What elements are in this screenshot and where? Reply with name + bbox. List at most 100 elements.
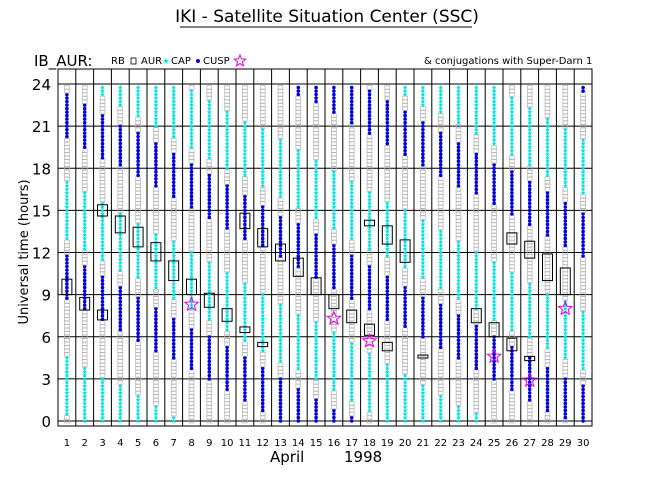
cap-point: [278, 344, 283, 350]
x-tick-label: 28: [541, 438, 554, 449]
cap-point: [438, 242, 444, 248]
cusp-point: [563, 398, 568, 402]
cap-point: [456, 267, 461, 273]
cap-point: [82, 190, 88, 195]
y-tick-label: 6: [41, 329, 51, 347]
cap-point: [527, 292, 533, 297]
cap-point: [295, 365, 301, 371]
cusp-point: [154, 159, 158, 164]
cusp-point: [349, 103, 354, 107]
cap-point: [473, 102, 479, 108]
cap-point: [153, 95, 159, 101]
cusp-point: [474, 366, 479, 371]
cusp-point: [82, 145, 87, 149]
cusp-point: [171, 341, 176, 346]
cap-point: [545, 344, 550, 350]
cusp-point: [296, 85, 301, 90]
cusp-point: [581, 398, 585, 402]
cap-point: [562, 172, 568, 178]
cusp-point: [207, 352, 212, 357]
cap-point: [171, 88, 177, 94]
cap-point: [260, 337, 266, 343]
cap-point: [473, 105, 479, 111]
cap-point: [491, 309, 497, 315]
cap-point: [135, 260, 141, 266]
legend-label-cap: CAP: [171, 56, 191, 67]
cusp-point: [545, 408, 550, 413]
cap-point: [349, 235, 355, 241]
cusp-point: [545, 205, 550, 209]
cusp-point: [225, 387, 229, 392]
cusp-point: [296, 394, 301, 399]
cap-point: [367, 190, 372, 195]
cap-point: [64, 383, 70, 388]
cap-point: [491, 127, 497, 132]
cap-point: [527, 162, 533, 167]
cap-point: [206, 299, 212, 304]
cusp-point: [332, 110, 336, 114]
cusp-point: [207, 215, 212, 220]
cap-point: [509, 120, 515, 125]
cusp-point: [278, 419, 283, 423]
rb-box: [257, 341, 269, 348]
cusp-point: [260, 240, 265, 244]
cap-point: [189, 253, 194, 259]
cap-point: [509, 306, 515, 311]
cusp-point: [421, 162, 425, 167]
cusp-point: [545, 384, 550, 388]
cusp-point: [243, 394, 247, 399]
cusp-point: [118, 162, 123, 167]
cap-point: [545, 299, 550, 304]
cusp-point: [314, 412, 318, 416]
cap-point: [313, 351, 319, 357]
cap-point: [100, 228, 105, 234]
cusp-point: [136, 166, 140, 171]
cap-point: [260, 137, 266, 143]
cap-point: [242, 148, 248, 153]
cusp-point: [332, 261, 336, 265]
cusp-point: [581, 240, 585, 244]
x-tick-label: 27: [523, 438, 536, 449]
cusp-point: [349, 120, 354, 125]
cap-point: [278, 323, 283, 329]
cap-point: [117, 256, 123, 262]
cap-point: [473, 123, 479, 129]
cap-point: [349, 372, 355, 378]
cusp-point: [563, 377, 568, 381]
cap-point: [242, 137, 248, 143]
cap-point: [509, 123, 515, 129]
cusp-point: [367, 131, 372, 135]
cusp-point: [100, 138, 105, 142]
cap-point: [527, 285, 533, 290]
cap-point: [206, 127, 212, 132]
cusp-point: [456, 345, 461, 350]
cap-point: [402, 239, 408, 245]
cusp-point: [314, 419, 318, 423]
cap-point: [456, 270, 461, 276]
aur-point: [491, 144, 497, 150]
cusp-point: [438, 338, 443, 343]
cusp-point: [385, 275, 390, 279]
cusp-point: [581, 219, 585, 223]
cusp-point: [314, 247, 318, 251]
aur-point: [170, 137, 177, 143]
aur-point: [562, 187, 569, 192]
cusp-point: [563, 391, 568, 395]
cap-point: [384, 397, 390, 403]
cap-point: [278, 309, 283, 315]
cap-point: [545, 158, 550, 164]
cusp-point: [260, 380, 265, 385]
cusp-point: [385, 99, 390, 104]
cusp-point: [527, 391, 532, 395]
cap-point: [580, 148, 586, 153]
cap-point: [331, 204, 337, 209]
cap-point: [295, 162, 301, 167]
cusp-point: [456, 356, 461, 360]
cusp-point: [207, 191, 212, 195]
x-tick-label: 17: [345, 438, 358, 449]
cap-point: [420, 102, 426, 108]
cap-point: [438, 228, 444, 234]
cusp-point: [438, 313, 443, 318]
cusp-point: [563, 415, 568, 420]
aur-point: [366, 411, 373, 417]
